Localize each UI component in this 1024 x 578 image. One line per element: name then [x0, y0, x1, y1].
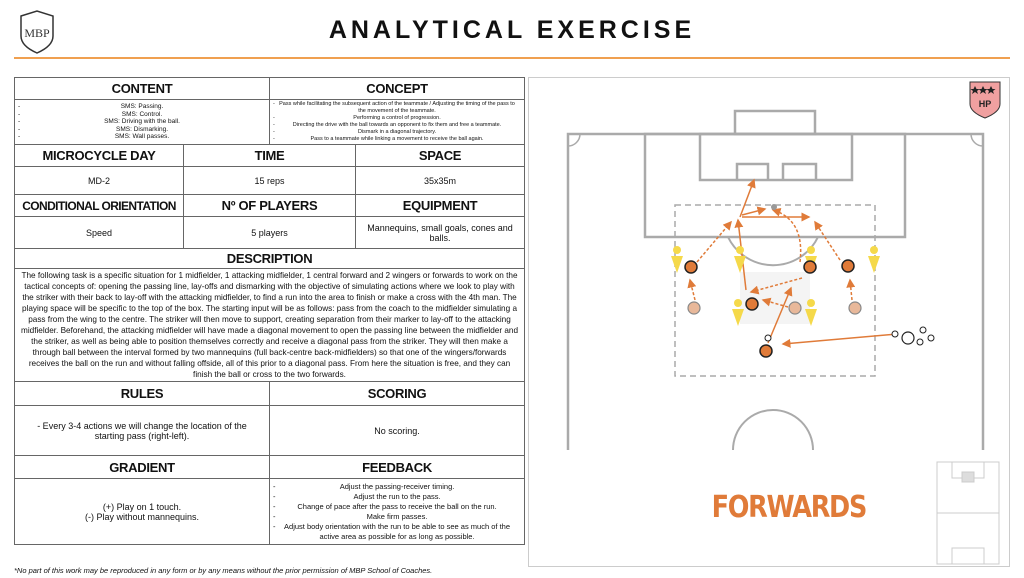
ball-marker [771, 204, 777, 210]
copyright-footer: *No part of this work may be reproduced … [14, 566, 433, 575]
opponent-players [687, 301, 862, 315]
feedback-item: Adjust the passing-receiver timing. [273, 482, 521, 492]
content-item: SMS: Driving with the ball. [18, 118, 266, 126]
content-list: SMS: Passing. SMS: Control. SMS: Driving… [13, 99, 271, 145]
player-icon [759, 344, 773, 358]
feedback-item: Adjust body orientation with the run to … [273, 522, 521, 542]
mannequin-icon [868, 246, 880, 273]
page-title: ANALYTICAL EXERCISE [328, 16, 696, 44]
movement-arrows [687, 178, 898, 348]
content-item: SMS: Control. [18, 111, 266, 119]
gradient-text: (+) Play on 1 touch. (-) Play without man… [13, 478, 271, 545]
attacking-players [684, 259, 855, 358]
feedback-list: Adjust the passing-receiver timing. Adju… [269, 478, 526, 545]
opponent-icon [687, 301, 701, 315]
player-icon [745, 297, 759, 311]
badge-text: HP [979, 99, 992, 109]
orientation-value: Speed [14, 216, 184, 249]
opponent-icon [848, 301, 862, 315]
equipment-header: EQUIPMENT [355, 194, 526, 217]
ball-icon [927, 334, 935, 342]
description-text: The following task is a specific situati… [13, 268, 526, 382]
rules-text: - Every 3-4 actions we will change the l… [13, 405, 271, 456]
concept-item: Performing a control of progression. [273, 115, 521, 122]
players-value: 5 players [182, 216, 357, 249]
pitch-lines [566, 109, 985, 451]
diagram-label: FORWARDS [711, 490, 868, 525]
mannequin-icon [805, 299, 817, 326]
mannequin-icon [732, 299, 744, 326]
feedback-item: Adjust the run to the pass. [273, 492, 521, 502]
opponent-icon [788, 301, 802, 315]
ball-icon [919, 326, 927, 334]
concept-list: Pass while facilitating the subsequent a… [269, 99, 526, 145]
balls [764, 326, 935, 346]
mini-pitch-icon [936, 461, 1000, 565]
scoring-text: No scoring. [269, 405, 526, 456]
space-value: 35x35m [355, 166, 526, 195]
star-icon [970, 86, 996, 94]
diagram-panel [528, 77, 1010, 567]
gradient-line: (+) Play on 1 touch. [102, 501, 182, 512]
concept-item: Dismark in a diagonal trajectory. [273, 129, 521, 136]
mannequin-icon [671, 246, 683, 273]
hp-badge-icon: HP [969, 81, 1001, 119]
content-header: CONTENT [13, 77, 271, 100]
player-icon [841, 259, 855, 273]
concept-item: Pass to a teammate while linking a movem… [273, 136, 521, 143]
ball-icon [891, 330, 899, 338]
content-item: SMS: Wall passes. [18, 133, 266, 141]
gradient-header: GRADIENT [13, 455, 271, 479]
player-icon [803, 260, 817, 274]
ball-icon [764, 334, 772, 342]
feedback-item: Make firm passes. [273, 512, 521, 522]
title-divider [14, 57, 1010, 59]
content-item: SMS: Dismarking. [18, 126, 266, 134]
mbp-logo: MBP [20, 10, 54, 54]
player-icon [684, 260, 698, 274]
concept-item: Directing the drive with the ball toward… [273, 122, 521, 129]
coach-icon [901, 331, 915, 345]
microcycle-header: MICROCYCLE DAY [14, 144, 184, 167]
feedback-item: Change of pace after the pass to receive… [273, 502, 521, 512]
concept-item: Pass while facilitating the subsequent a… [273, 101, 521, 115]
feedback-header: FEEDBACK [269, 455, 526, 479]
gradient-line: (-) Play without mannequins. [84, 511, 200, 522]
ball-icon [916, 338, 924, 346]
mannequin-icon [734, 246, 746, 273]
logo-text: MBP [24, 26, 50, 40]
content-item: SMS: Passing. [18, 103, 266, 111]
